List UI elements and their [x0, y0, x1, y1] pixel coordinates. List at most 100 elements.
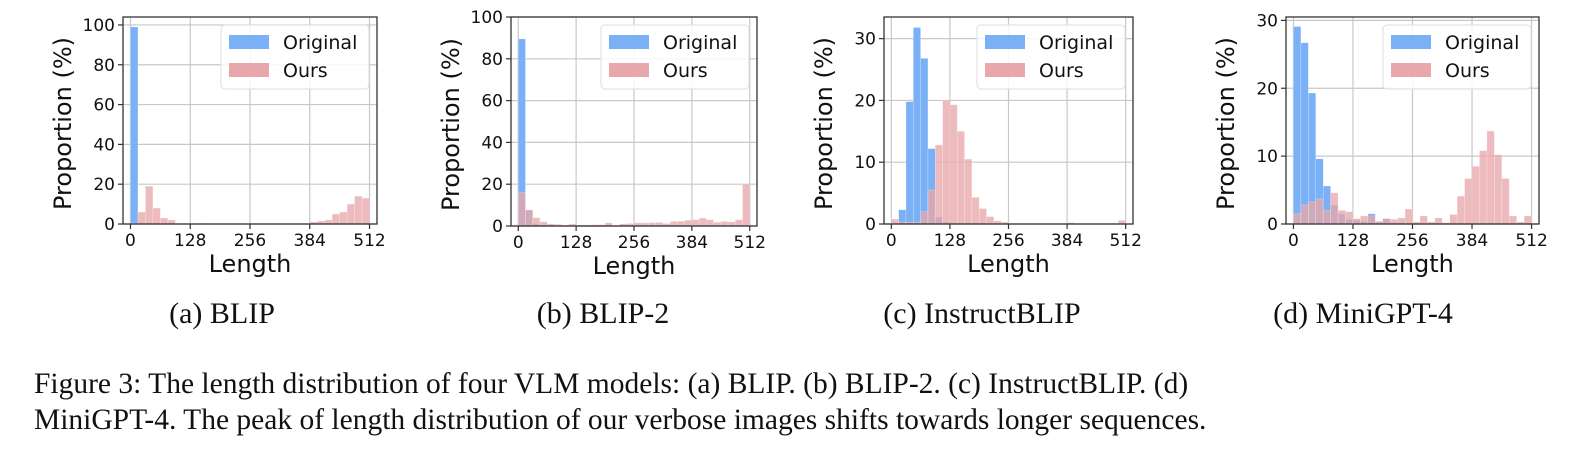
bar-ours-48: [1315, 198, 1324, 225]
bar-ours-80: [927, 189, 936, 225]
bar-ours-16: [525, 209, 534, 227]
subcaption-b: (b) BLIP-2: [536, 297, 670, 330]
bar-ours-416: [1486, 130, 1495, 225]
bar-ours-32: [1308, 201, 1317, 225]
x-tick-label: 0: [886, 231, 897, 251]
x-axis-label: Length: [1371, 250, 1454, 278]
y-tick-label: 30: [854, 30, 876, 50]
bar-ours-336: [1449, 214, 1458, 225]
y-tick-label: 40: [481, 133, 503, 153]
bar-ours-144: [956, 131, 965, 225]
legend: Original Ours: [600, 24, 750, 90]
bar-original-16: [1300, 42, 1309, 225]
bar-ours-416: [706, 219, 714, 227]
x-tick-label: 512: [353, 231, 385, 251]
bar-ours-480: [734, 219, 743, 227]
bar-ours-160: [964, 158, 973, 225]
x-axis-label: Length: [593, 252, 676, 280]
caption-line-2: MiniGPT-4. The peak of length distributi…: [34, 404, 1207, 436]
bar-ours-368: [1464, 178, 1473, 225]
bar-ours-496: [1523, 215, 1532, 225]
x-tick-label: 384: [676, 233, 708, 253]
bar-ours-224: [1397, 217, 1406, 225]
y-tick-label: 10: [854, 153, 876, 173]
y-axis-label: Proportion (%): [437, 38, 465, 211]
legend-label-ours: Ours: [663, 60, 708, 82]
bar-ours-176: [971, 197, 980, 225]
bar-ours-0: [1293, 213, 1302, 225]
bar-ours-448: [339, 211, 348, 225]
y-tick-label: 40: [93, 135, 115, 155]
bar-original-0: [1293, 26, 1302, 225]
chart-a: 0 128 256 384 512 0 20 40 60 80 100 Length Proportio…: [49, 16, 386, 278]
bar-ours-96: [1337, 210, 1346, 225]
legend-swatch-original: [1391, 35, 1431, 49]
legend: Original Ours: [220, 24, 370, 90]
x-tick-label: 512: [1515, 231, 1547, 251]
bar-ours-480: [354, 195, 363, 225]
bar-ours-192: [978, 208, 987, 225]
chart-c: 0 128 256 384 512 0 10 20 30 Length Proportion (%)…: [810, 16, 1142, 278]
y-tick-label: 30: [1256, 11, 1278, 31]
y-axis-label: Proportion (%): [1212, 37, 1240, 210]
x-tick-label: 0: [125, 231, 136, 251]
bar-ours-448: [720, 221, 729, 227]
legend-label-original: Original: [663, 32, 737, 54]
bar-original-0: [130, 26, 139, 225]
x-tick-label: 128: [1337, 231, 1369, 251]
legend-swatch-ours: [985, 63, 1025, 77]
bar-ours-304: [1434, 217, 1443, 225]
bar-ours-336: [669, 221, 678, 227]
y-axis-label: Proportion (%): [49, 37, 77, 210]
legend: Original Ours: [1382, 24, 1532, 90]
x-axis-label: Length: [209, 250, 292, 278]
bar-ours-144: [1360, 215, 1369, 225]
bar-ours-64: [160, 217, 169, 225]
legend-label-ours: Ours: [283, 60, 328, 82]
bar-ours-112: [1345, 211, 1354, 225]
legend-swatch-ours: [609, 63, 649, 77]
bar-ours-448: [1501, 178, 1510, 225]
y-tick-label: 0: [104, 215, 115, 235]
y-tick-label: 100: [83, 16, 115, 36]
bar-ours-16: [137, 211, 146, 225]
bar-ours-48: [152, 207, 161, 225]
bar-ours-240: [1404, 208, 1413, 225]
subcaption-d: (d) MiniGPT-4: [1273, 297, 1453, 330]
y-axis-label: Proportion (%): [810, 37, 838, 210]
x-tick-label: 256: [234, 231, 266, 251]
chart-d: 0 128 256 384 512 0 10 20 30 Length Proportion (%)…: [1212, 11, 1548, 278]
legend: Original Ours: [976, 24, 1126, 90]
x-tick-label: 384: [1456, 231, 1488, 251]
legend-swatch-original: [229, 35, 269, 49]
bar-ours-192: [1382, 218, 1391, 225]
bar-ours-432: [331, 213, 340, 225]
bar-ours-352: [1456, 195, 1465, 225]
x-tick-label: 0: [1288, 231, 1299, 251]
bar-ours-32: [532, 217, 541, 227]
legend-swatch-ours: [229, 63, 269, 77]
bar-ours-384: [1471, 166, 1480, 225]
bar-ours-0: [517, 192, 526, 227]
bar-ours-64: [920, 211, 929, 225]
bar-ours-208: [986, 216, 995, 225]
bar-ours-464: [346, 203, 355, 225]
y-tick-label: 20: [1256, 79, 1278, 99]
subcaption-c: (c) InstructBLIP: [883, 297, 1081, 330]
x-tick-label: 256: [618, 233, 650, 253]
bar-ours-432: [1494, 154, 1503, 225]
y-tick-label: 0: [492, 217, 503, 237]
subcaption-a: (a) BLIP: [169, 297, 275, 330]
x-tick-label: 0: [513, 233, 524, 253]
y-tick-label: 0: [1267, 215, 1278, 235]
x-tick-label: 512: [1109, 231, 1141, 251]
y-tick-label: 60: [93, 96, 115, 116]
y-tick-label: 20: [93, 175, 115, 195]
legend-label-original: Original: [1445, 32, 1519, 54]
y-tick-label: 60: [481, 92, 503, 112]
y-tick-label: 20: [854, 91, 876, 111]
bar-original-64: [920, 58, 929, 225]
y-tick-label: 20: [481, 175, 503, 195]
x-axis-label: Length: [967, 250, 1050, 278]
bar-ours-80: [1330, 192, 1339, 225]
